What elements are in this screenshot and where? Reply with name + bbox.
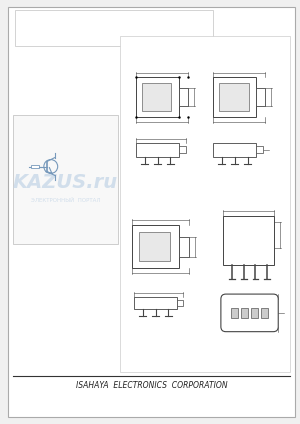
Bar xyxy=(219,84,249,111)
Bar xyxy=(136,143,179,156)
Bar xyxy=(142,84,171,111)
Bar xyxy=(13,115,118,244)
Bar xyxy=(256,146,263,153)
FancyBboxPatch shape xyxy=(221,294,278,332)
Bar xyxy=(256,88,266,106)
Text: KAZUS.ru: KAZUS.ru xyxy=(13,173,118,192)
Bar xyxy=(213,78,256,117)
Bar xyxy=(251,308,258,318)
Text: ISAHAYA  ELECTRONICS  CORPORATION: ISAHAYA ELECTRONICS CORPORATION xyxy=(76,381,227,390)
Bar xyxy=(231,308,238,318)
Bar xyxy=(213,143,256,156)
Bar xyxy=(261,308,268,318)
Bar xyxy=(15,10,213,46)
Bar xyxy=(134,296,177,310)
Bar xyxy=(241,308,248,318)
Bar xyxy=(177,300,183,306)
Bar xyxy=(223,216,274,265)
Text: ЭЛЕКТРОННЫЙ  ПОРТАЛ: ЭЛЕКТРОННЫЙ ПОРТАЛ xyxy=(31,198,100,203)
Bar xyxy=(179,88,188,106)
Bar xyxy=(179,237,189,257)
Bar xyxy=(120,36,290,372)
Bar xyxy=(179,146,186,153)
Bar xyxy=(132,225,179,268)
Bar xyxy=(139,232,170,262)
Bar xyxy=(136,78,179,117)
Bar xyxy=(31,165,39,168)
